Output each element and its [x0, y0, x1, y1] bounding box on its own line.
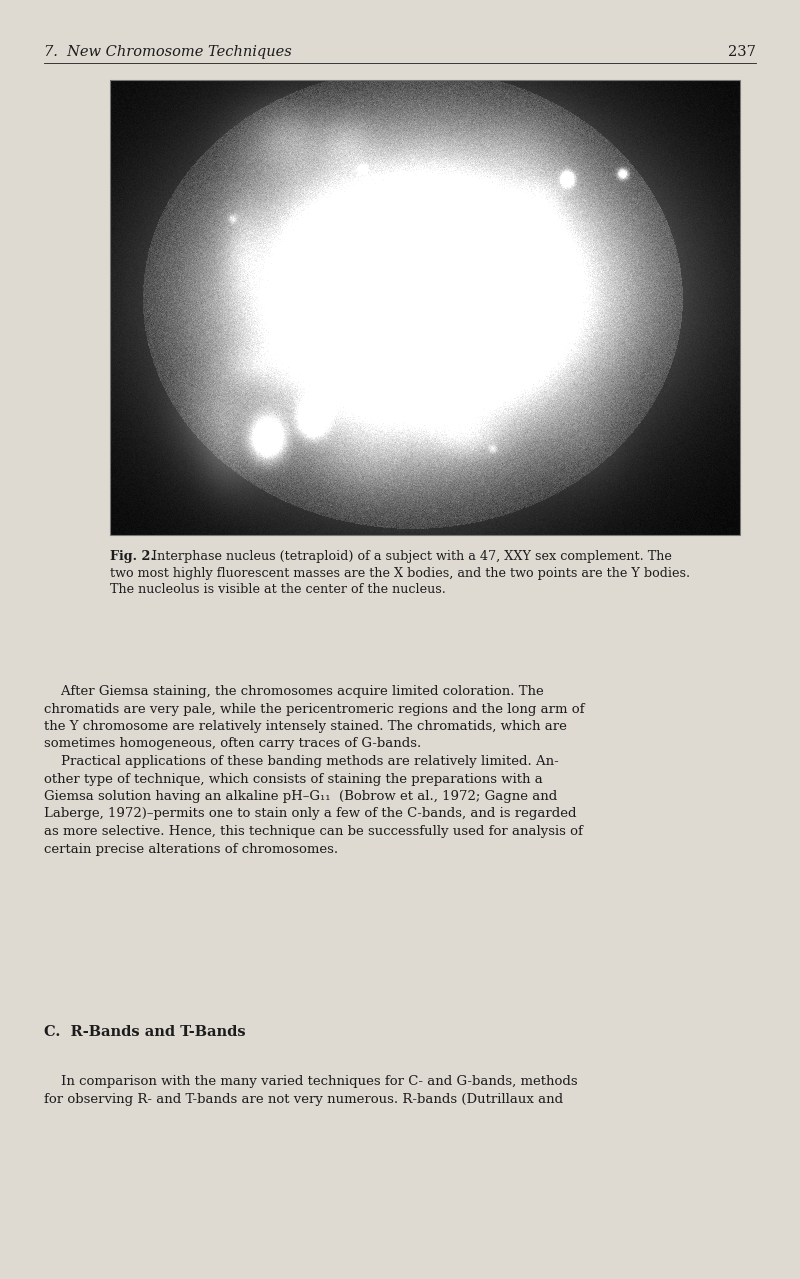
Text: other type of technique, which consists of staining the preparations with a: other type of technique, which consists …	[44, 773, 542, 785]
Text: two most highly fluorescent masses are the X bodies, and the two points are the : two most highly fluorescent masses are t…	[110, 567, 690, 579]
Text: as more selective. Hence, this technique can be successfully used for analysis o: as more selective. Hence, this technique…	[44, 825, 583, 838]
Text: chromatids are very pale, while the pericentromeric regions and the long arm of: chromatids are very pale, while the peri…	[44, 702, 585, 715]
Text: Fig. 2.: Fig. 2.	[110, 550, 154, 563]
Text: for observing R- and T-bands are not very numerous. R-bands (Dutrillaux and: for observing R- and T-bands are not ver…	[44, 1092, 563, 1105]
Bar	[110, 81, 740, 535]
Text: Laberge, 1972)–permits one to stain only a few of the C-bands, and is regarded: Laberge, 1972)–permits one to stain only…	[44, 807, 577, 821]
Text: 7.  New Chromosome Techniques: 7. New Chromosome Techniques	[44, 45, 292, 59]
Text: certain precise alterations of chromosomes.: certain precise alterations of chromosom…	[44, 843, 338, 856]
Text: 237: 237	[728, 45, 756, 59]
Text: In comparison with the many varied techniques for C- and G-bands, methods: In comparison with the many varied techn…	[44, 1076, 578, 1088]
Text: After Giemsa staining, the chromosomes acquire limited coloration. The: After Giemsa staining, the chromosomes a…	[44, 686, 544, 698]
Text: C.  R-Bands and T-Bands: C. R-Bands and T-Bands	[44, 1024, 246, 1039]
Text: The nucleolus is visible at the center of the nucleus.: The nucleolus is visible at the center o…	[110, 583, 446, 596]
Text: Interphase nucleus (tetraploid) of a subject with a 47, XXY sex complement. The: Interphase nucleus (tetraploid) of a sub…	[152, 550, 672, 563]
Text: sometimes homogeneous, often carry traces of G-bands.: sometimes homogeneous, often carry trace…	[44, 738, 422, 751]
Text: the Y chromosome are relatively intensely stained. The chromatids, which are: the Y chromosome are relatively intensel…	[44, 720, 567, 733]
Text: Practical applications of these banding methods are relatively limited. An-: Practical applications of these banding …	[44, 755, 558, 767]
Text: Giemsa solution having an alkaline pH–G₁₁  (Bobrow et al., 1972; Gagne and: Giemsa solution having an alkaline pH–G₁…	[44, 790, 558, 803]
